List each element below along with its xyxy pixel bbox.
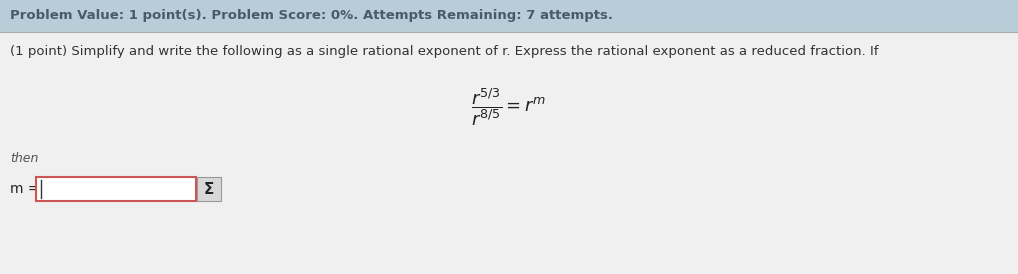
Text: then: then (10, 153, 39, 165)
FancyBboxPatch shape (197, 177, 221, 201)
FancyBboxPatch shape (0, 0, 1018, 32)
Text: $\dfrac{r^{5/3}}{r^{8/5}} = r^m$: $\dfrac{r^{5/3}}{r^{8/5}} = r^m$ (471, 86, 547, 128)
Text: m =: m = (10, 182, 40, 196)
Text: Σ: Σ (204, 181, 214, 196)
FancyBboxPatch shape (36, 177, 196, 201)
Text: (1 point) Simplify and write the following as a single rational exponent of r. E: (1 point) Simplify and write the followi… (10, 45, 879, 59)
Text: Problem Value: 1 point(s). Problem Score: 0%. Attempts Remaining: 7 attempts.: Problem Value: 1 point(s). Problem Score… (10, 10, 613, 22)
